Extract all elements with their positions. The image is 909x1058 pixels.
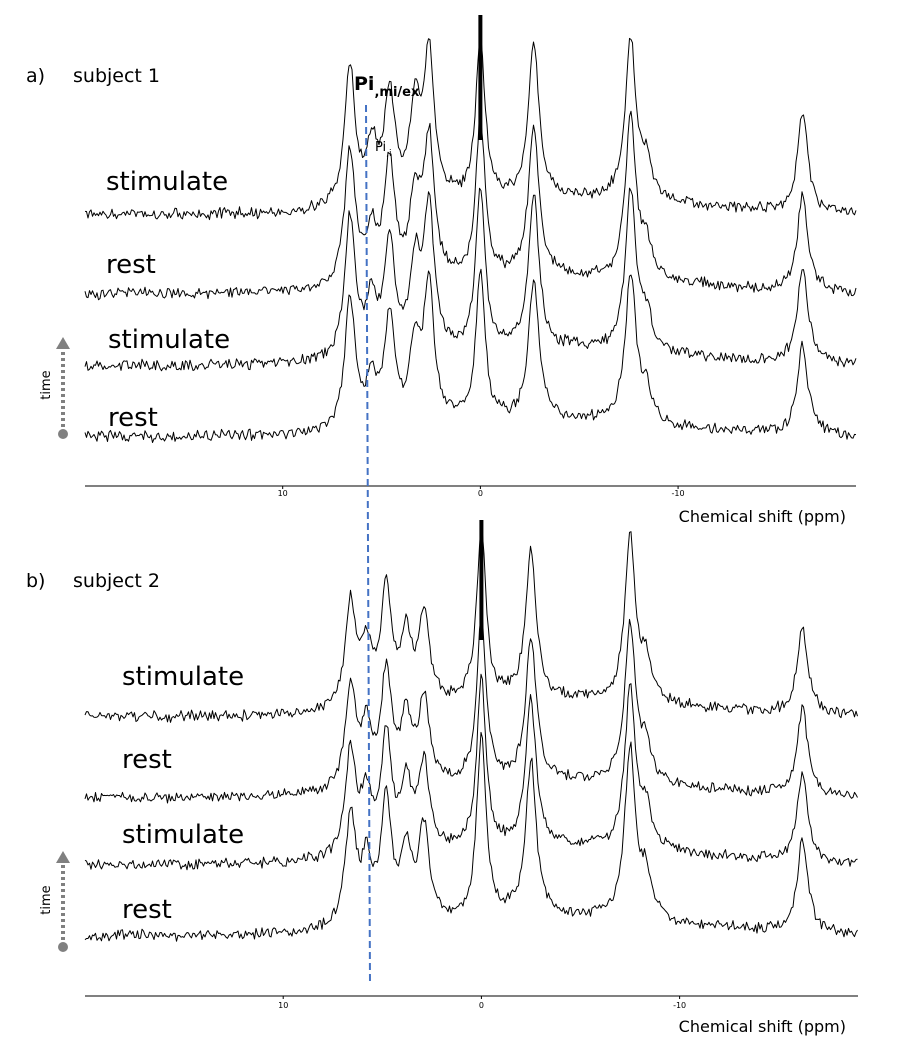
spectrum-trace-1 (84, 524, 858, 723)
x-tick-label-10: 10 (278, 489, 288, 498)
panel-a-x-axis-title: Chemical shift (ppm) (679, 507, 846, 526)
spectrum-trace-3 (84, 187, 857, 372)
panel-b-trace-label-4: rest (122, 895, 172, 925)
spectrum-trace-4 (84, 268, 857, 443)
panel-a-trace-label-1: stimulate (106, 167, 228, 197)
spectrum-trace-2 (84, 616, 858, 804)
pi-i-label-main: Pi (375, 140, 386, 155)
pi-mi-ex-label-subscript: ,mi/ex (374, 85, 420, 100)
panel-a-time-arrow: time (39, 337, 70, 439)
panel-b-time-arrow-origin (58, 942, 68, 952)
panel-a-time-label: time (39, 370, 54, 399)
panel-b-x-axis-title: Chemical shift (ppm) (679, 1017, 846, 1036)
panel-b-trace-label-1: stimulate (122, 662, 244, 692)
panel-a-time-arrow-head (56, 337, 70, 349)
x-tick-label-10: 10 (278, 1001, 288, 1010)
x-tick-label-0: 0 (479, 1001, 484, 1010)
panel-b-traces (84, 520, 858, 942)
pi-i-label: Pi,i (375, 140, 392, 159)
panel-subject-2: b) subject 2 stimulate rest stimulate re… (26, 520, 858, 1036)
panel-a-subtitle: subject 1 (73, 65, 160, 87)
panel-b-time-arrow-head (56, 851, 70, 863)
spectrum-trace-1 (84, 37, 857, 221)
panel-b-trace-label-2: rest (122, 745, 172, 775)
panel-b-trace-label-3: stimulate (122, 820, 244, 850)
spectrum-trace-3 (84, 673, 858, 871)
panel-a-trace-label-4: rest (108, 403, 158, 433)
panel-a-x-ticks: 10 0 -10 (278, 486, 685, 498)
panel-b-time-label: time (39, 885, 54, 914)
panel-b-trace-labels: stimulate rest stimulate rest (122, 662, 244, 925)
panel-b-label: b) (26, 570, 45, 592)
pi-mi-ex-label: Pi,mi/ex (354, 73, 420, 100)
spectrum-trace-2 (84, 110, 857, 301)
panel-b-time-arrow: time (39, 851, 70, 952)
panel-b-x-ticks: 10 0 -10 (278, 996, 686, 1010)
x-tick-label-0: 0 (478, 489, 483, 498)
panel-a-label: a) (26, 65, 45, 87)
panel-a-time-arrow-origin (58, 429, 68, 439)
panel-a-trace-labels: stimulate rest stimulate rest (106, 167, 230, 433)
panel-a-trace-label-2: rest (106, 250, 156, 280)
pi-i-label-subscript: ,i (386, 149, 391, 159)
pi-mi-ex-label-main: Pi (354, 73, 374, 95)
panel-b-subtitle: subject 2 (73, 570, 160, 592)
panel-a-trace-label-3: stimulate (108, 325, 230, 355)
x-tick-label--10: -10 (672, 489, 685, 498)
panel-subject-1: a) subject 1 stimulate rest stimulate re… (26, 15, 857, 526)
pi-mi-ex-guide-line (365, 104, 371, 986)
x-tick-label--10: -10 (673, 1001, 686, 1010)
spectrum-trace-4 (84, 731, 858, 942)
panel-a-traces (84, 15, 857, 443)
